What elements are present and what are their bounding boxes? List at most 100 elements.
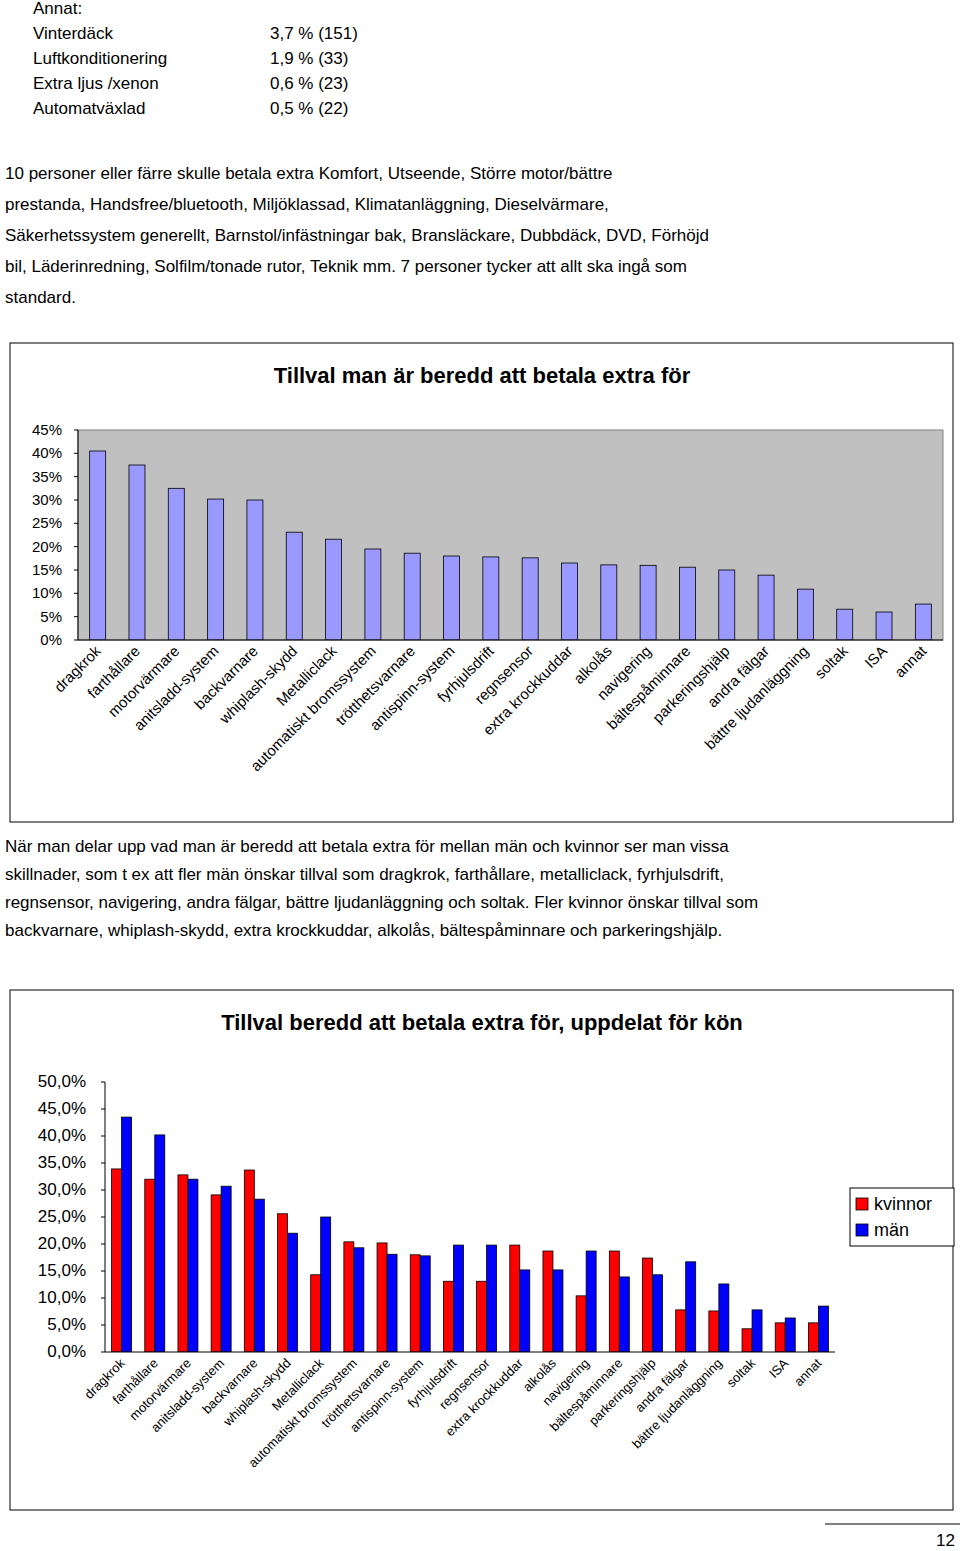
bar bbox=[543, 1251, 553, 1352]
bar bbox=[483, 557, 499, 640]
bar bbox=[709, 1311, 719, 1352]
x-tick-label: annat bbox=[891, 642, 930, 681]
bar bbox=[785, 1318, 795, 1352]
bar bbox=[254, 1199, 264, 1352]
bar bbox=[679, 567, 695, 640]
bar bbox=[653, 1275, 663, 1352]
y-axis bbox=[105, 1082, 106, 1352]
bar bbox=[286, 532, 302, 640]
bar bbox=[321, 1217, 331, 1352]
bar bbox=[188, 1179, 198, 1352]
bar bbox=[443, 1281, 453, 1352]
y-tick bbox=[101, 1163, 105, 1164]
bar bbox=[211, 1195, 221, 1352]
paragraph-line: standard. bbox=[5, 288, 76, 307]
paragraph-line: När man delar upp vad man är beredd att … bbox=[5, 837, 729, 856]
paragraph-line: regnsensor, navigering, andra fälgar, bä… bbox=[5, 893, 758, 912]
chart-frame bbox=[10, 990, 953, 1510]
chart-title: Tillval beredd att betala extra för, upp… bbox=[221, 1010, 743, 1035]
legend-label: män bbox=[874, 1220, 909, 1240]
y-tick-label: 30,0% bbox=[38, 1180, 86, 1199]
bar bbox=[278, 1214, 288, 1352]
y-tick-label: 40,0% bbox=[38, 1126, 86, 1145]
bar bbox=[619, 1277, 629, 1352]
bar bbox=[387, 1254, 397, 1352]
y-tick bbox=[74, 453, 78, 454]
bar bbox=[354, 1248, 364, 1352]
y-axis bbox=[78, 430, 79, 640]
y-tick bbox=[101, 1109, 105, 1110]
bar bbox=[643, 1258, 653, 1352]
x-tick-label: annat bbox=[791, 1355, 825, 1389]
bar bbox=[129, 465, 145, 640]
bar bbox=[168, 488, 184, 640]
bar bbox=[311, 1275, 321, 1352]
bar bbox=[818, 1306, 828, 1352]
bar bbox=[145, 1179, 155, 1352]
bar bbox=[522, 558, 538, 640]
y-tick-label: 5% bbox=[40, 608, 62, 625]
bar bbox=[719, 570, 735, 640]
paragraph-line: bil, Läderinredning, Solfilm/tonade ruto… bbox=[5, 257, 687, 276]
bar bbox=[244, 1170, 254, 1352]
bar bbox=[686, 1262, 696, 1352]
list-title: Annat: bbox=[33, 0, 82, 18]
bar bbox=[326, 539, 342, 640]
page-number: 12 bbox=[936, 1531, 955, 1550]
list-value: 3,7 % (151) bbox=[270, 24, 358, 43]
x-tick-label: ISA bbox=[861, 642, 890, 671]
bar bbox=[586, 1251, 596, 1352]
bar bbox=[344, 1242, 354, 1352]
bar bbox=[758, 575, 774, 640]
list-value: 0,5 % (22) bbox=[270, 99, 348, 118]
bar bbox=[719, 1284, 729, 1352]
x-tick-label: soltak bbox=[724, 1355, 759, 1390]
y-tick-label: 30% bbox=[32, 491, 62, 508]
x-tick-label: extra krockkuddar bbox=[479, 642, 575, 738]
bar bbox=[837, 609, 853, 640]
chart: Tillval beredd att betala extra för, upp… bbox=[10, 990, 954, 1510]
list-label: Extra ljus /xenon bbox=[33, 74, 159, 93]
bar bbox=[808, 1323, 818, 1352]
bar bbox=[510, 1245, 520, 1352]
y-tick bbox=[74, 640, 78, 641]
y-tick-label: 0,0% bbox=[47, 1342, 86, 1361]
y-tick-label: 5,0% bbox=[47, 1315, 86, 1334]
y-tick-label: 10% bbox=[32, 584, 62, 601]
bars bbox=[112, 1117, 829, 1352]
bars bbox=[90, 451, 932, 640]
legend-swatch bbox=[856, 1224, 868, 1236]
y-tick bbox=[101, 1325, 105, 1326]
bar bbox=[775, 1323, 785, 1352]
bar bbox=[221, 1186, 231, 1352]
x-tick-label: bättre ljudanläggning bbox=[629, 1356, 725, 1452]
y-tick-label: 35% bbox=[32, 468, 62, 485]
bar bbox=[676, 1310, 686, 1352]
x-tick-label: extra krockkuddar bbox=[442, 1355, 526, 1439]
y-tick-label: 20,0% bbox=[38, 1234, 86, 1253]
y-tick bbox=[101, 1244, 105, 1245]
y-tick bbox=[74, 616, 78, 617]
y-tick bbox=[74, 523, 78, 524]
list-value: 1,9 % (33) bbox=[270, 49, 348, 68]
y-tick bbox=[74, 593, 78, 594]
bar bbox=[609, 1251, 619, 1352]
chart-frame bbox=[10, 343, 953, 822]
y-tick bbox=[101, 1190, 105, 1191]
bar bbox=[90, 451, 106, 640]
y-tick bbox=[101, 1298, 105, 1299]
x-tick-label: soltak bbox=[811, 642, 851, 682]
legend-box bbox=[850, 1188, 954, 1246]
y-tick bbox=[101, 1136, 105, 1137]
y-tick-label: 45% bbox=[32, 421, 62, 438]
chart: Tillval man är beredd att betala extra f… bbox=[10, 343, 953, 822]
bar bbox=[752, 1310, 762, 1352]
x-tick-label: ISA bbox=[766, 1355, 792, 1381]
paragraph-line: 10 personer eller färre skulle betala ex… bbox=[5, 164, 613, 183]
bar bbox=[444, 556, 460, 640]
plot-background bbox=[78, 430, 943, 640]
paragraph-line: backvarnare, whiplash-skydd, extra krock… bbox=[5, 921, 722, 940]
bar bbox=[420, 1256, 430, 1352]
paragraph-line: Säkerhetssystem generellt, Barnstol/infä… bbox=[5, 226, 709, 245]
y-tick-label: 35,0% bbox=[38, 1153, 86, 1172]
